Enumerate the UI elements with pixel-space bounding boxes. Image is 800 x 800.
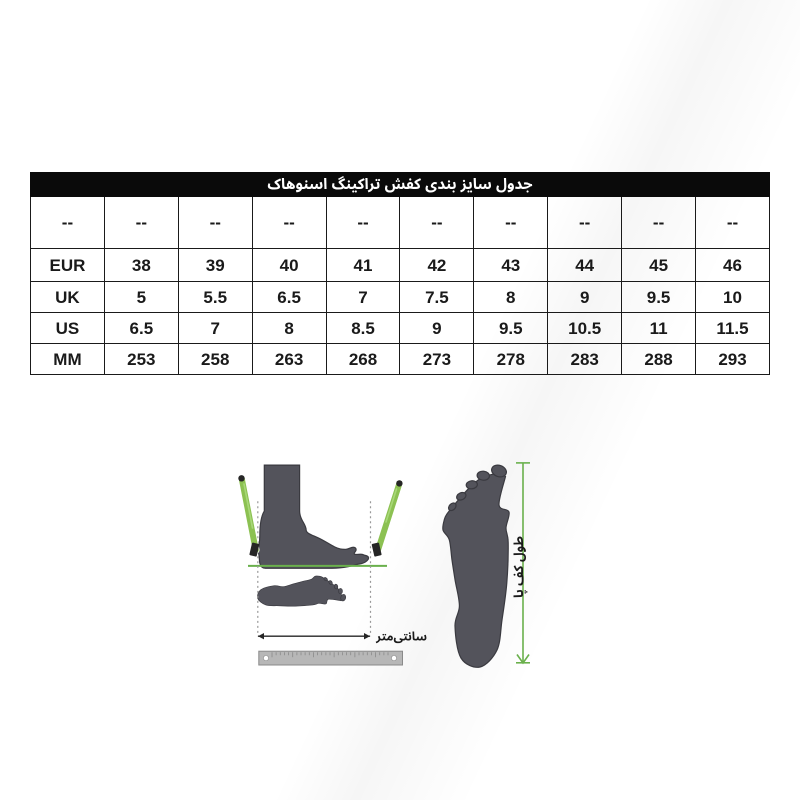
svg-text:سانتی‌متر: سانتی‌متر (375, 625, 427, 650)
svg-text:طول کف پا: طول کف پا (505, 536, 533, 598)
